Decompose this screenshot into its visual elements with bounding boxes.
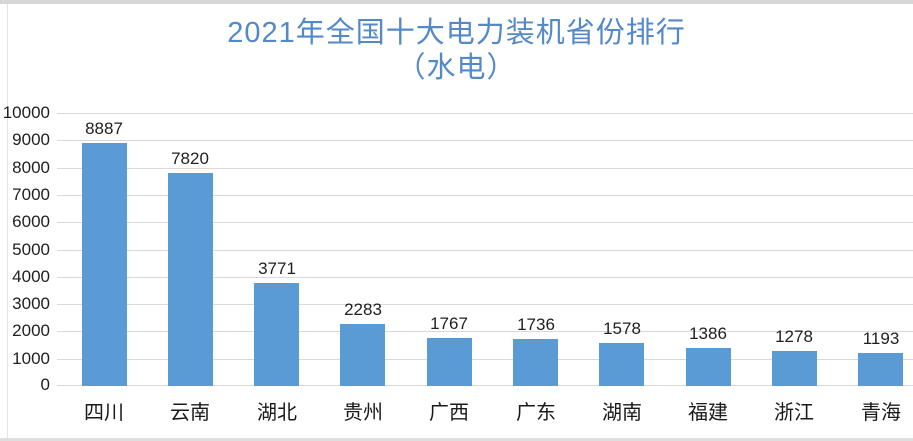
- bar-福建: [686, 348, 731, 386]
- bar-湖北: [254, 283, 299, 386]
- y-axis-tick-label: 1000: [12, 349, 50, 368]
- y-axis-tick-label: 10000: [2, 103, 50, 122]
- gridline: [57, 385, 913, 386]
- x-axis-tick-label: 贵州: [343, 402, 383, 424]
- x-axis-tick-label: 广西: [429, 402, 469, 424]
- y-axis-tick-label: 8000: [12, 158, 50, 177]
- frame-left-border: [7, 4, 8, 438]
- x-axis-tick-label: 湖南: [602, 402, 642, 424]
- bar-广西: [427, 338, 472, 386]
- bar-value-label: 1193: [862, 329, 900, 348]
- bar-贵州: [340, 324, 385, 386]
- y-axis-tick-label: 6000: [12, 212, 50, 231]
- chart-title: 2021年全国十大电力装机省份排行 （水电）: [0, 16, 913, 86]
- bar-四川: [82, 143, 127, 386]
- y-axis-tick-label: 0: [40, 375, 50, 394]
- gridline: [57, 168, 913, 169]
- bar-广东: [513, 339, 558, 386]
- bar-value-label: 2283: [344, 300, 382, 319]
- y-axis-tick-label: 2000: [12, 321, 50, 340]
- gridline: [57, 331, 913, 332]
- bar-青海: [858, 353, 903, 386]
- gridline: [57, 113, 913, 114]
- bar-value-label: 1578: [603, 319, 641, 338]
- plot-area: 8887 7820 3771 2283 1767 1736 1578 1386 1278 1193: [57, 113, 913, 386]
- bar-value-label: 1736: [517, 315, 555, 334]
- bar-value-label: 1386: [689, 324, 727, 343]
- y-axis-tick-label: 4000: [12, 267, 50, 286]
- x-axis: 四川 云南 湖北 贵州 广西 广东 湖南 福建 浙江 青海: [0, 401, 913, 429]
- y-axis: 0 1000 2000 3000 4000 5000 6000 7000 8000 9000 100…: [0, 0, 50, 441]
- gridline: [57, 222, 913, 223]
- y-axis-tick-label: 3000: [12, 294, 50, 313]
- x-axis-tick-label: 福建: [688, 402, 728, 424]
- gridline: [57, 359, 913, 360]
- frame-bottom-border: [0, 438, 913, 441]
- y-axis-tick-label: 5000: [12, 240, 50, 259]
- bar-value-label: 1767: [430, 314, 468, 333]
- bar-value-label: 8887: [85, 119, 123, 138]
- x-axis-tick-label: 广东: [516, 402, 556, 424]
- gridline: [57, 140, 913, 141]
- x-axis-tick-label: 四川: [84, 402, 124, 424]
- frame-top-border: [0, 0, 913, 4]
- bar-value-label: 7820: [171, 149, 209, 168]
- bar-云南: [168, 173, 213, 386]
- bar-value-label: 1278: [775, 327, 813, 346]
- y-axis-tick-label: 7000: [12, 185, 50, 204]
- gridline: [57, 304, 913, 305]
- bar-湖南: [599, 343, 644, 386]
- x-axis-tick-label: 青海: [861, 402, 901, 424]
- gridline: [57, 277, 913, 278]
- x-axis-tick-label: 浙江: [774, 402, 814, 424]
- gridline: [57, 195, 913, 196]
- x-axis-tick-label: 湖北: [257, 402, 297, 424]
- x-axis-tick-label: 云南: [170, 402, 210, 424]
- bar-浙江: [772, 351, 817, 386]
- gridline: [57, 250, 913, 251]
- chart-title-line1: 2021年全国十大电力装机省份排行: [227, 17, 686, 49]
- y-axis-tick-label: 9000: [12, 130, 50, 149]
- bar-value-label: 3771: [258, 259, 296, 278]
- chart-title-line2: （水电）: [396, 52, 517, 84]
